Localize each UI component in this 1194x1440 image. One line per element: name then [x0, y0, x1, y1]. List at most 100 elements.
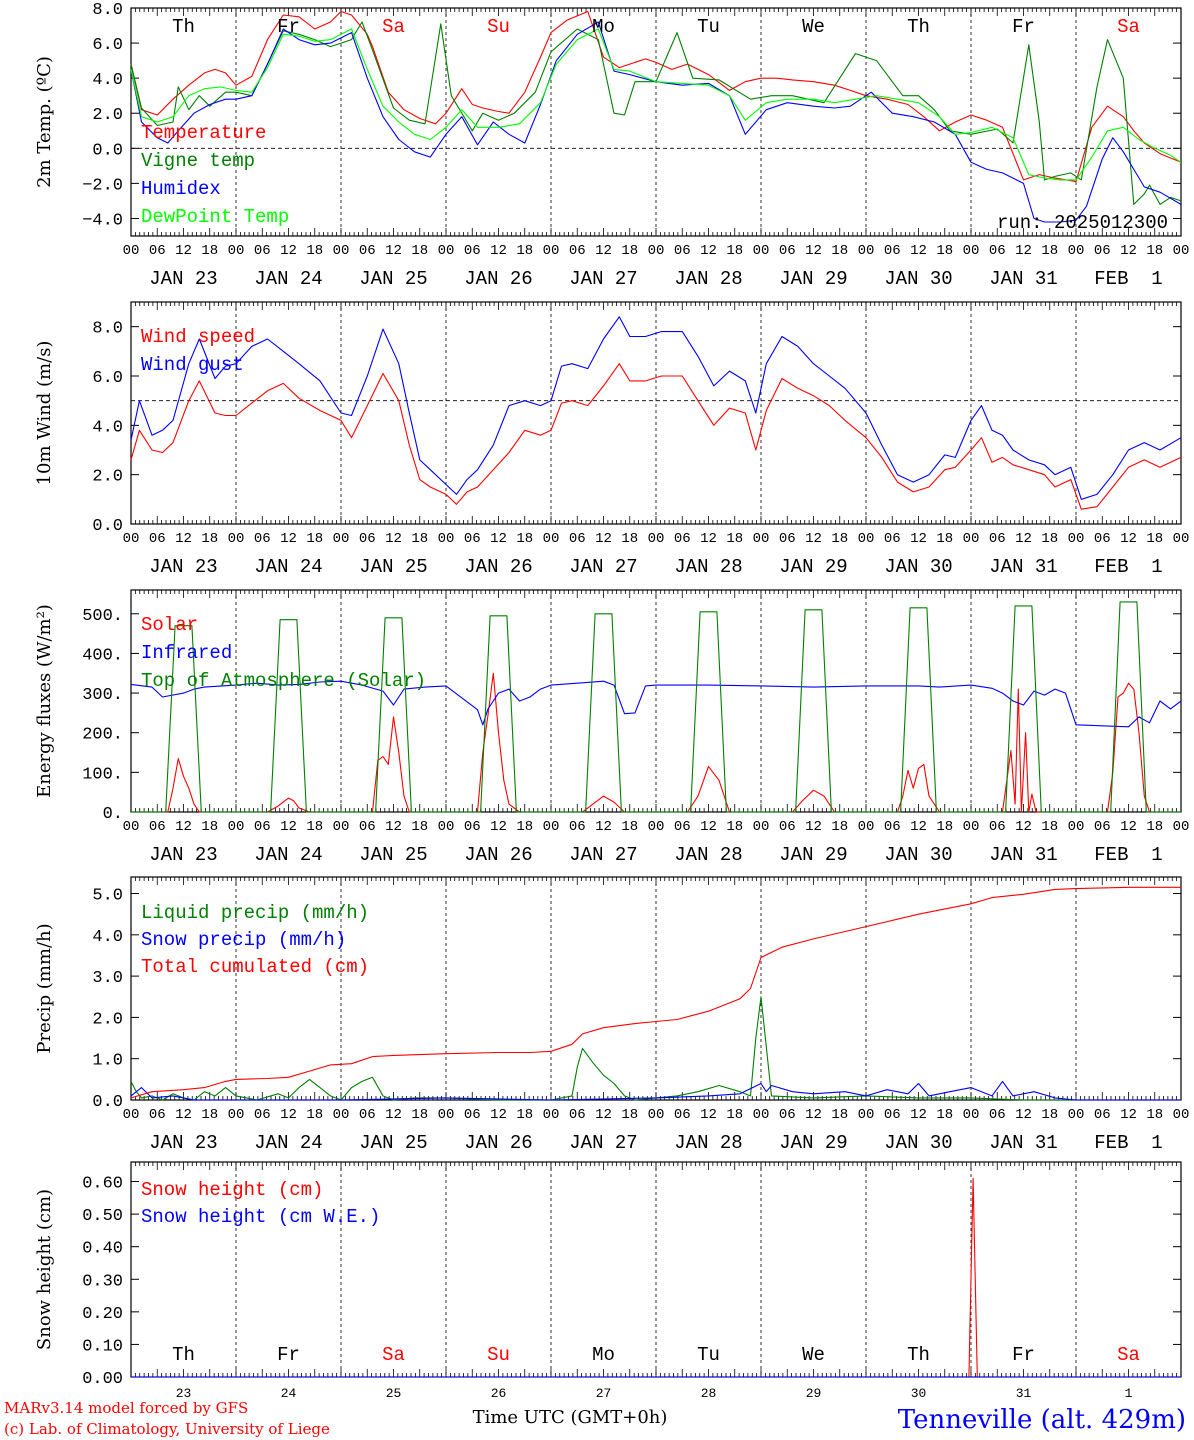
y-tick-label: 0.30 [82, 1272, 123, 1291]
date-label: JAN 30 [884, 268, 952, 290]
hour-tick-label: 00 [333, 243, 350, 259]
y-tick-label: 8.0 [92, 1, 123, 20]
hour-tick-label: 06 [1094, 531, 1111, 547]
day-number-label: 25 [386, 1386, 402, 1401]
day-name-label: Tu [697, 16, 720, 38]
day-name-label: Sa [1117, 1344, 1140, 1366]
y-tick-label: 0.0 [92, 141, 123, 160]
hour-tick-label: 18 [1146, 1107, 1163, 1123]
hour-tick-label: 00 [543, 1107, 560, 1123]
date-label: JAN 30 [884, 556, 952, 578]
hour-tick-label: 00 [963, 531, 980, 547]
date-label: JAN 31 [989, 844, 1057, 866]
series-line-wind-gust [130, 316, 1182, 500]
hour-tick-label: 18 [831, 819, 848, 835]
hour-tick-label: 00 [1068, 819, 1085, 835]
hour-tick-label: 00 [858, 819, 875, 835]
day-number-label: 24 [281, 1386, 297, 1401]
day-name-label: Th [907, 16, 930, 38]
y-tick-label: 4.0 [92, 71, 123, 90]
y-axis-label: 10m Wind (m/s) [34, 341, 55, 486]
hour-tick-label: 12 [1015, 819, 1032, 835]
series-line-humidex [130, 21, 1182, 223]
hour-tick-label: 06 [359, 1107, 376, 1123]
date-label: JAN 29 [779, 844, 847, 866]
y-tick-label: 1.0 [92, 1052, 123, 1071]
day-number-label: 28 [701, 1386, 717, 1401]
day-number-label: 29 [806, 1386, 822, 1401]
legend-entry: Vigne temp [141, 150, 255, 172]
hour-tick-label: 18 [1041, 1107, 1058, 1123]
date-label: FEB 1 [1094, 844, 1162, 866]
hour-tick-label: 12 [175, 1107, 192, 1123]
hour-tick-label: 18 [831, 531, 848, 547]
date-label: FEB 1 [1094, 556, 1162, 578]
y-tick-label: 0.40 [82, 1240, 123, 1259]
hour-tick-label: 18 [726, 243, 743, 259]
date-label: JAN 26 [464, 556, 532, 578]
legend-entry: Temperature [141, 122, 266, 144]
day-number-label: 23 [176, 1386, 192, 1401]
date-label: FEB 1 [1094, 1132, 1162, 1154]
hour-tick-label: 06 [464, 1107, 481, 1123]
day-name-label: Mo [592, 1344, 615, 1366]
date-label: JAN 23 [149, 1132, 217, 1154]
hour-tick-label: 00 [648, 531, 665, 547]
hour-tick-label: 00 [123, 819, 140, 835]
hour-tick-label: 18 [306, 531, 323, 547]
legend-entry: Humidex [141, 178, 221, 200]
hour-tick-label: 00 [438, 819, 455, 835]
day-name-label: Fr [1012, 1344, 1035, 1366]
day-name-label: Fr [277, 1344, 300, 1366]
hour-tick-label: 12 [910, 243, 927, 259]
hour-tick-label: 06 [464, 531, 481, 547]
hour-tick-label: 06 [674, 819, 691, 835]
hour-tick-label: 12 [805, 243, 822, 259]
hour-tick-label: 12 [1120, 1107, 1137, 1123]
date-label: JAN 27 [569, 556, 637, 578]
y-tick-label: 2.0 [92, 106, 123, 125]
y-tick-label: 3.0 [92, 969, 123, 988]
hour-tick-label: 00 [963, 819, 980, 835]
day-number-label: 1 [1125, 1386, 1133, 1401]
hour-tick-label: 12 [280, 531, 297, 547]
series-line-wind-speed [130, 363, 1182, 510]
hour-tick-label: 00 [1068, 531, 1085, 547]
hour-tick-label: 18 [411, 1107, 428, 1123]
hour-tick-label: 06 [569, 819, 586, 835]
hour-tick-label: 06 [989, 531, 1006, 547]
hour-tick-label: 12 [175, 819, 192, 835]
hour-tick-label: 00 [1068, 1107, 1085, 1123]
series-line-top-of-atmosphere-solar- [131, 601, 1181, 813]
hour-tick-label: 00 [333, 531, 350, 547]
hour-tick-label: 06 [569, 1107, 586, 1123]
hour-tick-label: 18 [516, 1107, 533, 1123]
hour-tick-label: 12 [595, 1107, 612, 1123]
time-ticks [130, 8, 1182, 236]
legend-entry: Snow precip (mm/h) [141, 929, 346, 951]
credit-line-1: MARv3.14 model forced by GFS [4, 1399, 248, 1417]
hour-tick-label: 00 [123, 531, 140, 547]
hour-tick-label: 06 [254, 1107, 271, 1123]
hour-tick-label: 12 [1015, 1107, 1032, 1123]
day-name-label: Mo [592, 16, 615, 38]
hour-tick-label: 06 [674, 531, 691, 547]
series-line-infrared [130, 680, 1182, 728]
date-label: JAN 29 [779, 268, 847, 290]
hour-tick-label: 00 [438, 1107, 455, 1123]
date-label: JAN 30 [884, 1132, 952, 1154]
date-label: JAN 28 [674, 1132, 742, 1154]
date-label: JAN 30 [884, 844, 952, 866]
hour-tick-label: 00 [543, 531, 560, 547]
date-label: JAN 23 [149, 268, 217, 290]
date-label: JAN 29 [779, 1132, 847, 1154]
x-axis-title: Time UTC (GMT+0h) [473, 1407, 668, 1428]
hour-tick-label: 12 [1120, 243, 1137, 259]
y-tick-label: 500. [82, 607, 123, 626]
hour-tick-label: 12 [1120, 819, 1137, 835]
hour-tick-label: 06 [989, 819, 1006, 835]
hour-tick-label: 18 [201, 531, 218, 547]
y-tick-label: 100. [82, 765, 123, 784]
hour-tick-label: 06 [779, 531, 796, 547]
hour-tick-label: 06 [989, 1107, 1006, 1123]
